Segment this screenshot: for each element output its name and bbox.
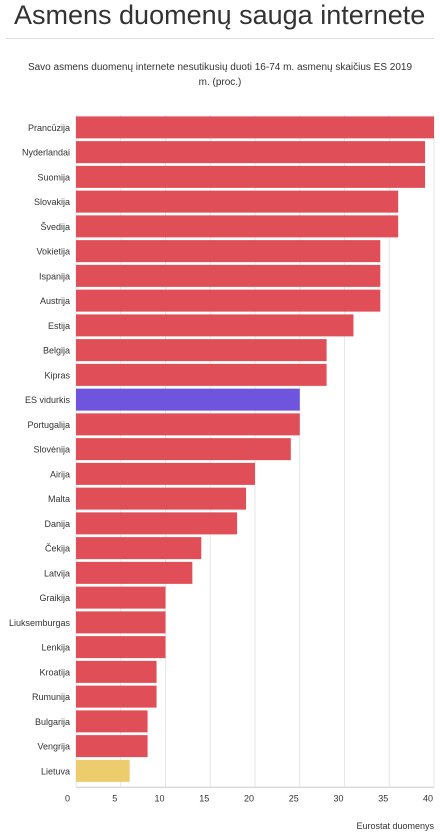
x-tick-label: 20 [244, 793, 254, 803]
category-label: Kipras [44, 370, 70, 380]
bar [76, 289, 381, 312]
bar [76, 462, 255, 485]
bar [76, 710, 148, 733]
category-label: Suomija [37, 172, 70, 182]
bar [76, 141, 426, 164]
bar [76, 438, 291, 461]
category-label: Ispanija [39, 271, 70, 281]
category-label: Slovakija [34, 197, 70, 207]
x-tick-label: 0 [65, 793, 70, 803]
bar [76, 314, 354, 337]
category-label: Vengrija [37, 742, 70, 752]
bar [76, 512, 238, 535]
x-tick-label: 5 [112, 793, 117, 803]
bar [76, 165, 426, 188]
x-tick-label: 15 [199, 793, 209, 803]
bar [76, 240, 381, 263]
category-label: Belgija [43, 346, 70, 356]
category-label: Čekija [45, 544, 70, 554]
bar [76, 264, 381, 287]
bar [76, 561, 193, 584]
category-label: Portugalija [27, 420, 70, 430]
x-tick-label: 25 [289, 793, 299, 803]
bar [76, 363, 327, 386]
category-label: Malta [48, 494, 70, 504]
category-label: Austrija [40, 296, 70, 306]
category-label: Liuksemburgas [9, 618, 71, 628]
x-tick-label: 35 [378, 793, 388, 803]
title-divider [6, 38, 434, 39]
category-label: Estija [48, 321, 70, 331]
bar [76, 339, 327, 362]
x-tick-label: 40 [423, 793, 433, 803]
subtitle-line-1: Savo asmens duomenų internete nesutikusi… [27, 62, 413, 73]
category-label: Bulgarija [35, 717, 70, 727]
category-label: Slovėnija [33, 445, 70, 455]
category-label: Latvija [44, 568, 70, 578]
bar [76, 636, 166, 659]
category-label: Vokietija [36, 247, 70, 257]
bar [76, 413, 300, 436]
category-label: Airija [50, 469, 70, 479]
category-label: Kroatija [39, 667, 70, 677]
category-label: Danija [44, 519, 70, 529]
bar [76, 611, 166, 634]
subtitle-line-2: m. (proc.) [198, 77, 242, 88]
category-label: Nyderlandai [22, 148, 70, 158]
bar [76, 660, 157, 683]
page-title: Asmens duomenų sauga internete [14, 0, 426, 30]
bar [76, 759, 130, 782]
category-label: ES vidurkis [25, 395, 71, 405]
chart-subtitle: Savo asmens duomenų internete nesutikusi… [0, 60, 440, 90]
bar [76, 586, 166, 609]
bar [76, 190, 399, 213]
x-tick-label: 30 [333, 793, 343, 803]
bar [76, 685, 157, 708]
bar [76, 487, 247, 510]
bar [76, 215, 399, 238]
bar [76, 116, 434, 139]
category-label: Graikija [39, 593, 70, 603]
category-label: Rumunija [32, 692, 70, 702]
category-label: Prancūzija [28, 123, 70, 133]
source-note: Eurostat duomenys [356, 821, 434, 831]
bar [76, 735, 148, 758]
x-tick-label: 10 [154, 793, 164, 803]
bar [76, 388, 300, 411]
category-label: Lenkija [41, 643, 70, 653]
category-label: Švedija [40, 222, 70, 232]
bar [76, 537, 202, 560]
category-label: Lietuva [41, 766, 70, 776]
